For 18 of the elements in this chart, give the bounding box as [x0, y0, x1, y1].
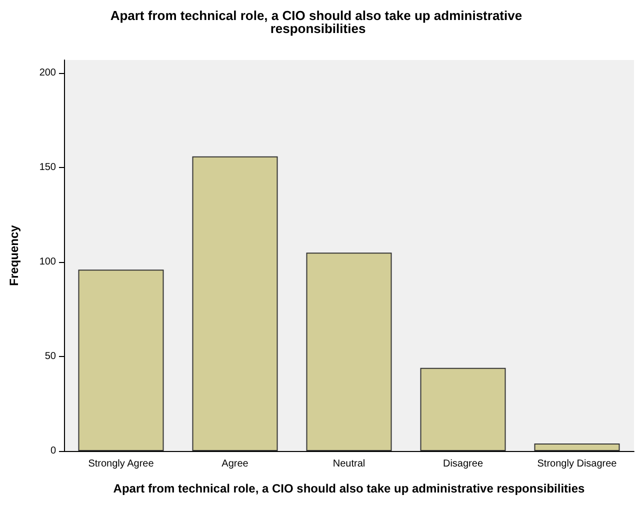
- y-axis-title: Frequency: [7, 224, 21, 286]
- bar: [534, 443, 620, 451]
- x-tick-label: Neutral: [332, 458, 366, 470]
- y-tick-label: 200: [39, 68, 56, 79]
- x-tick-label: Disagree: [442, 458, 484, 470]
- x-axis-title: Apart from technical role, a CIO should also take up administrative responsibilities: [113, 482, 586, 496]
- bar: [192, 156, 278, 451]
- x-tick-label: Strongly Agree: [88, 458, 154, 470]
- y-tick-label: 150: [39, 162, 56, 174]
- y-tick-label: 0: [50, 446, 56, 456]
- chart-title: Apart from technical role, a CIO should also take up administrative responsibilities: [110, 8, 526, 36]
- y-tick-label: 100: [39, 256, 56, 268]
- bar: [420, 368, 506, 451]
- y-tick-label: 50: [44, 351, 56, 362]
- bar: [78, 270, 164, 451]
- bar: [306, 252, 392, 451]
- x-tick-label: Strongly Disagree: [537, 458, 618, 470]
- x-tick-label: Agree: [222, 458, 249, 470]
